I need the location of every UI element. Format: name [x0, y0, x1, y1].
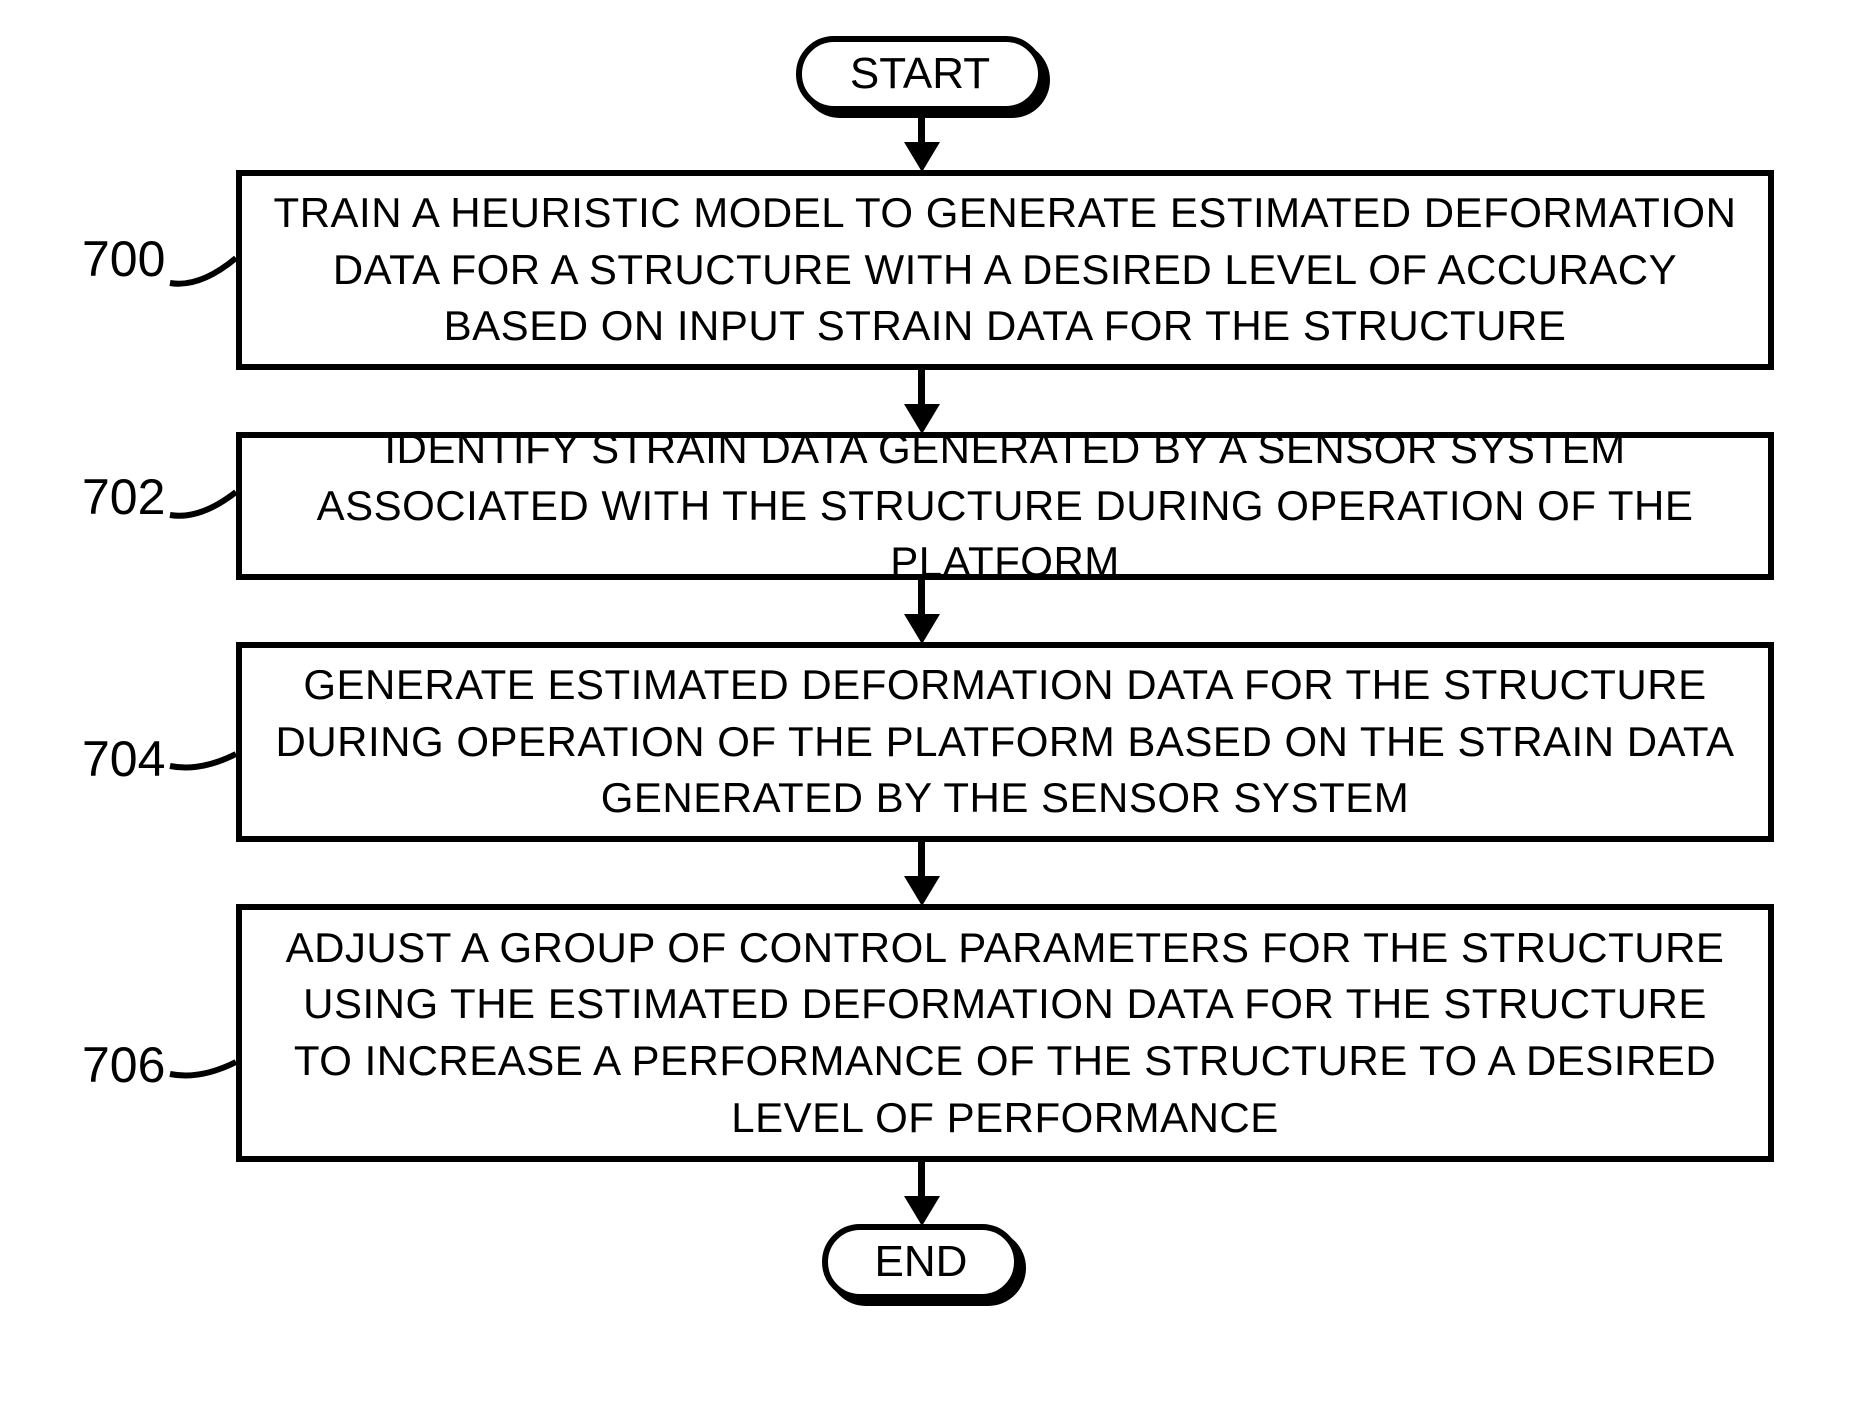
- process-706-text: ADJUST A GROUP OF CONTROL PARAMETERS FOR…: [272, 920, 1738, 1147]
- arrow-start-to-700: [918, 112, 925, 146]
- arrow-702-to-704: [918, 580, 925, 618]
- lead-line-700: [160, 248, 240, 288]
- process-702-text: IDENTIFY STRAIN DATA GENERATED BY A SENS…: [272, 421, 1738, 591]
- ref-label-704: 704: [82, 730, 165, 788]
- start-terminator: START: [796, 36, 1044, 112]
- ref-label-702: 702: [82, 468, 165, 526]
- ref-label-700: 700: [82, 230, 165, 288]
- process-704-text: GENERATE ESTIMATED DEFORMATION DATA FOR …: [272, 657, 1738, 827]
- arrow-head-start-to-700: [904, 142, 940, 172]
- process-700-text: TRAIN A HEURISTIC MODEL TO GENERATE ESTI…: [272, 185, 1738, 355]
- process-704: GENERATE ESTIMATED DEFORMATION DATA FOR …: [236, 642, 1774, 842]
- lead-line-704: [160, 736, 240, 776]
- lead-line-706: [160, 1044, 240, 1084]
- arrow-head-702-to-704: [904, 614, 940, 644]
- ref-label-706: 706: [82, 1036, 165, 1094]
- process-706: ADJUST A GROUP OF CONTROL PARAMETERS FOR…: [236, 904, 1774, 1162]
- arrow-head-706-to-end: [904, 1196, 940, 1226]
- start-label: START: [802, 52, 1038, 96]
- flowchart-canvas: START TRAIN A HEURISTIC MODEL TO GENERAT…: [0, 0, 1854, 1426]
- end-terminator: END: [822, 1224, 1020, 1300]
- arrow-704-to-706: [918, 842, 925, 880]
- arrow-700-to-702: [918, 370, 925, 408]
- lead-line-702: [160, 480, 240, 520]
- process-702: IDENTIFY STRAIN DATA GENERATED BY A SENS…: [236, 432, 1774, 580]
- process-700: TRAIN A HEURISTIC MODEL TO GENERATE ESTI…: [236, 170, 1774, 370]
- arrow-706-to-end: [918, 1162, 925, 1200]
- arrow-head-704-to-706: [904, 876, 940, 906]
- end-label: END: [828, 1240, 1014, 1284]
